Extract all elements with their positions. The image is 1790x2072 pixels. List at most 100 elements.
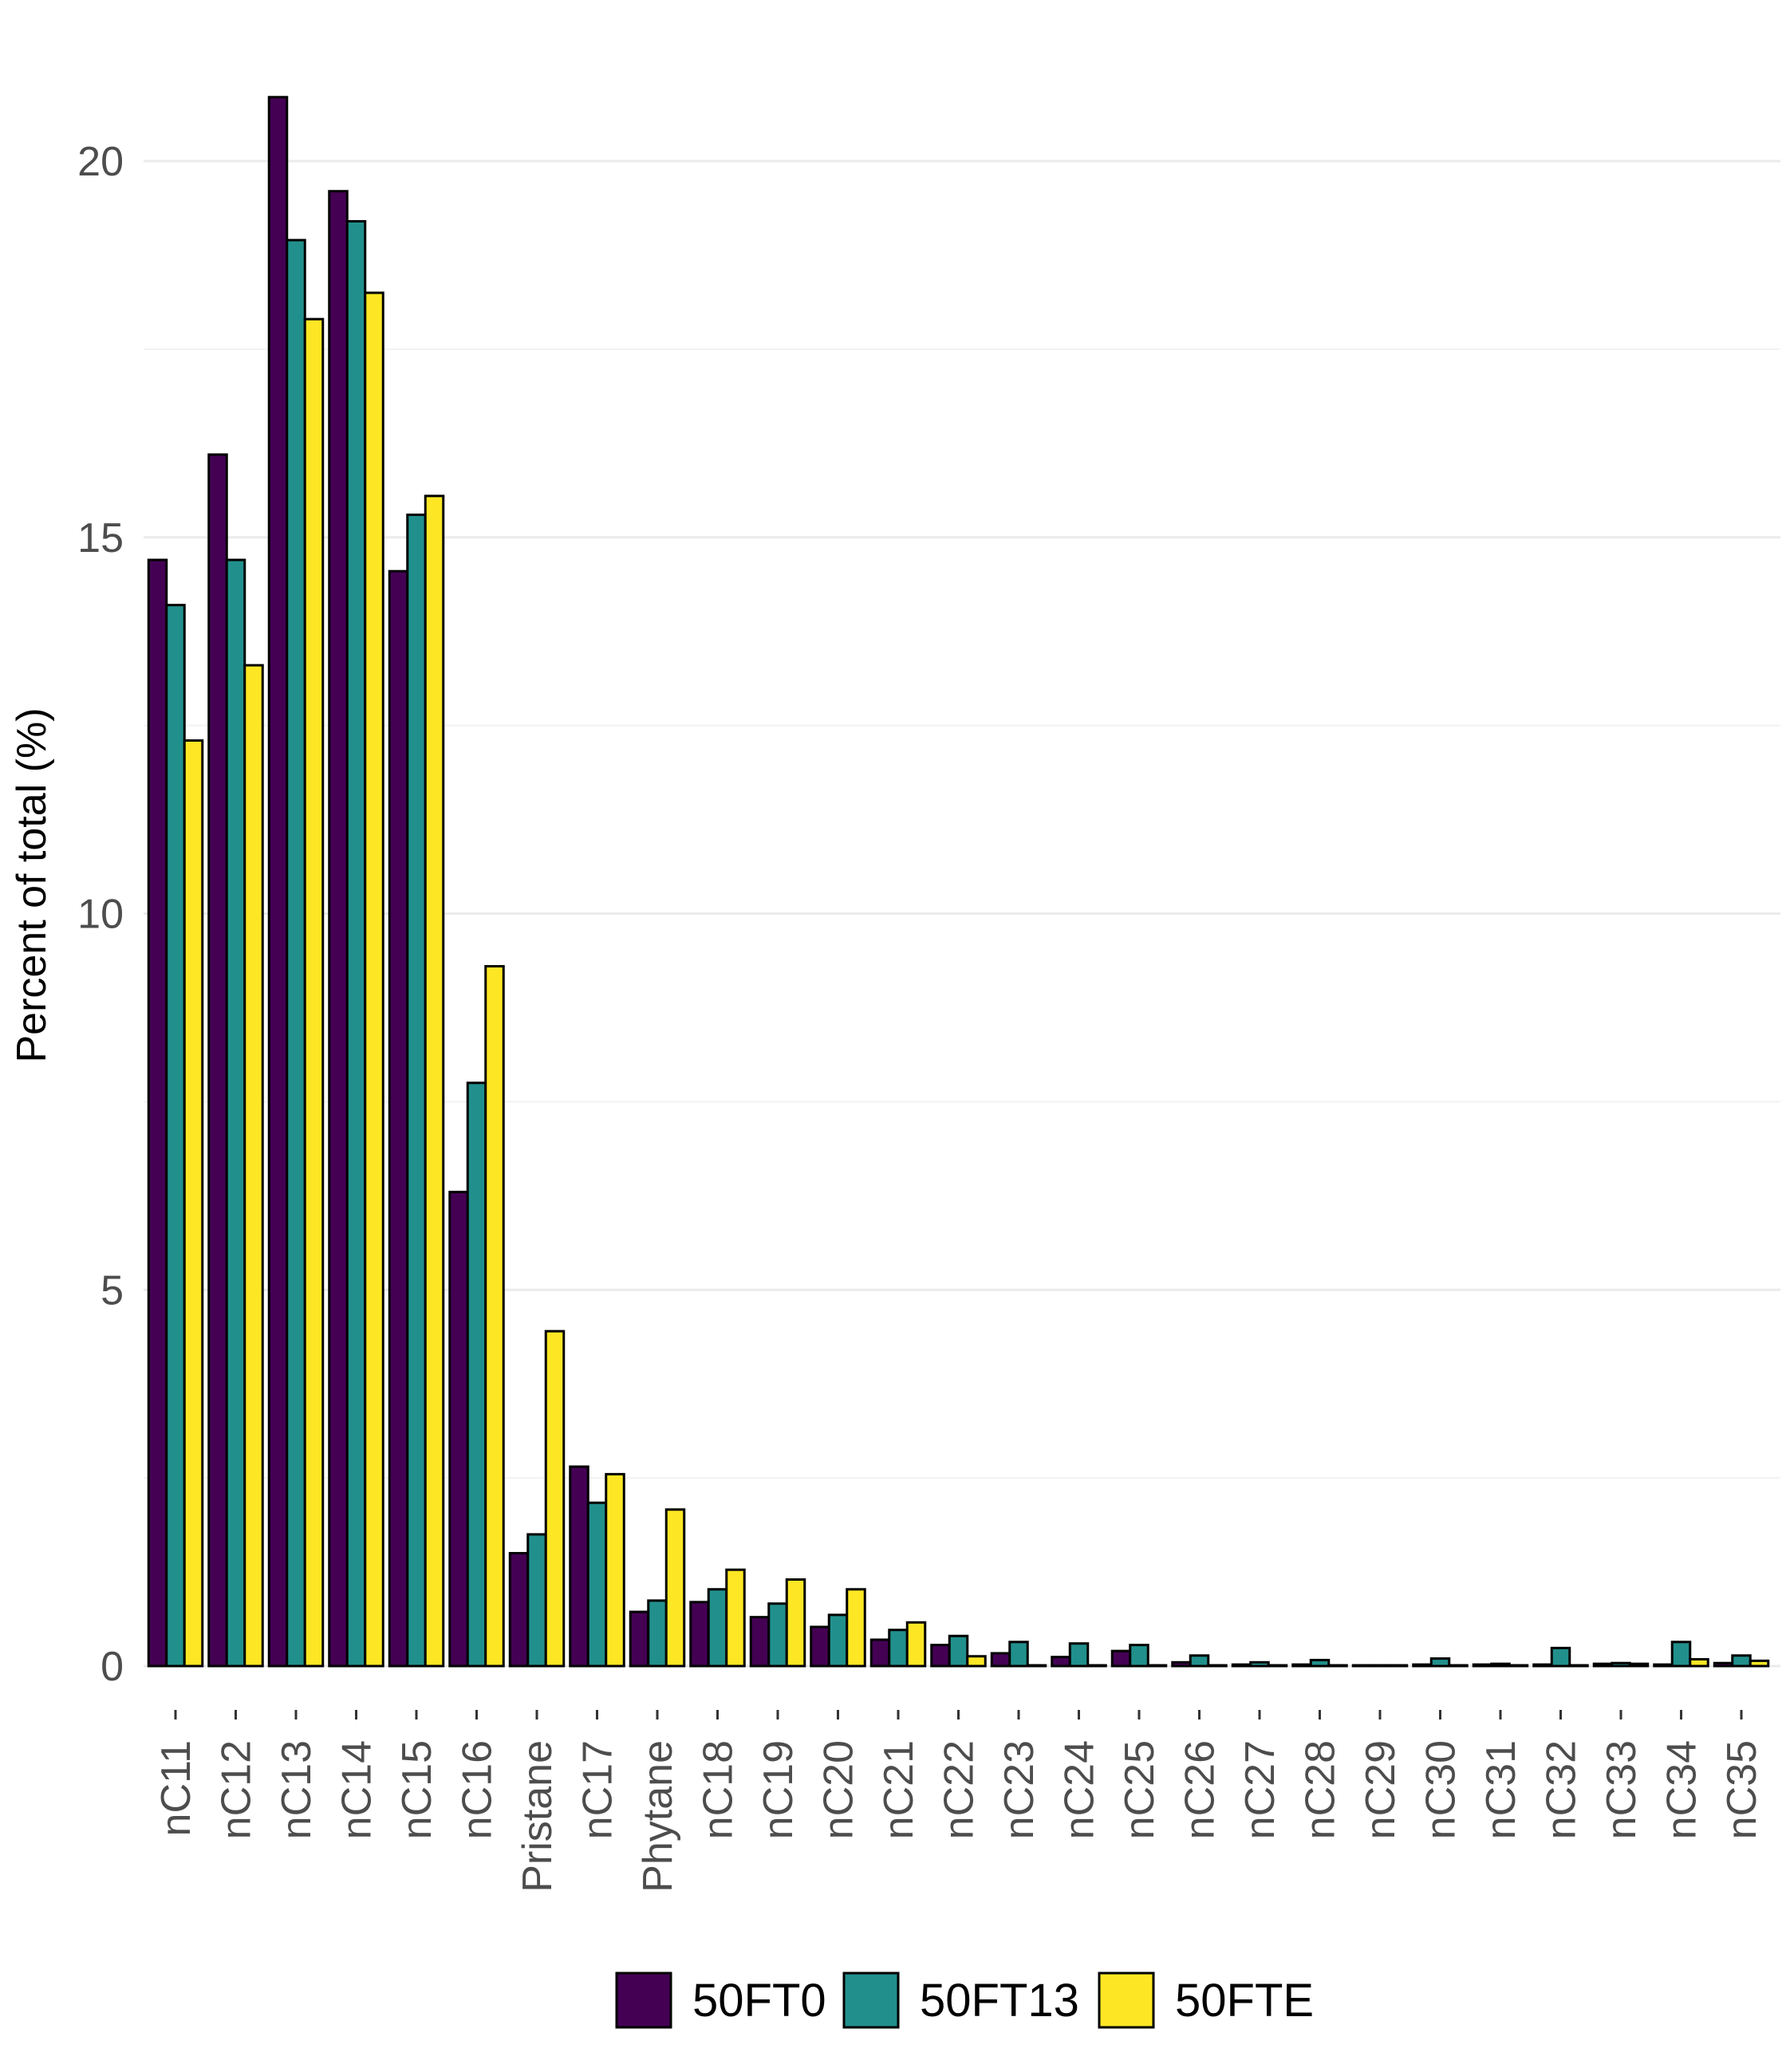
y-tick-label: 0	[101, 1644, 124, 1690]
bar-50FTE-nC23	[1026, 1664, 1047, 1668]
bar-50FT0-nC22	[930, 1644, 951, 1668]
bar-50FT13-nC20	[827, 1613, 849, 1668]
y-tick-label: 15	[77, 515, 124, 561]
x-tick-label: nC25	[1117, 1740, 1163, 1839]
x-tick-label: nC11	[153, 1740, 199, 1836]
legend-swatch-50FT13	[842, 1972, 900, 2029]
bar-50FTE-nC18	[725, 1568, 746, 1668]
x-tick-label: nC24	[1057, 1740, 1103, 1839]
bar-50FTE-nC29	[1387, 1664, 1409, 1668]
bar-50FT0-nC14	[328, 190, 349, 1668]
bar-50FT13-nC24	[1068, 1642, 1090, 1668]
x-tick-label: nC29	[1358, 1740, 1404, 1839]
x-tick-label: nC15	[394, 1740, 440, 1839]
bar-50FT0-Phytane	[629, 1610, 650, 1668]
bar-50FT0-Pristane	[508, 1551, 530, 1668]
legend-label-50FT0: 50FT0	[692, 1975, 826, 2027]
bar-50FT0-nC23	[990, 1652, 1011, 1668]
bar-50FT13-nC15	[406, 513, 427, 1668]
bar-50FTE-nC30	[1448, 1664, 1469, 1668]
x-tick-label: nC12	[214, 1740, 260, 1839]
bar-50FT13-nC30	[1429, 1657, 1451, 1668]
bar-50FT13-nC11	[165, 604, 186, 1668]
bar-50FTE-nC15	[424, 494, 445, 1668]
x-tick-label: nC26	[1177, 1740, 1224, 1839]
bar-50FT13-nC26	[1189, 1654, 1210, 1668]
legend-swatch-50FTE	[1098, 1972, 1155, 2029]
bar-50FT0-nC34	[1653, 1663, 1674, 1668]
x-tick-label: Phytane	[635, 1740, 681, 1893]
bar-50FTE-nC16	[484, 965, 505, 1668]
bar-50FT13-nC17	[586, 1501, 608, 1668]
bar-50FT0-nC29	[1351, 1664, 1373, 1668]
bar-50FT0-nC13	[267, 96, 289, 1668]
bar-50FT0-nC27	[1231, 1663, 1252, 1668]
bar-50FTE-nC33	[1628, 1662, 1650, 1668]
bars	[147, 96, 1770, 1668]
bar-50FT0-nC20	[810, 1625, 830, 1668]
x-axis: nC11 nC12 nC13 nC14 nC15 nC16 Pristane nC17 Phyt…	[153, 1710, 1765, 1893]
bar-50FT0-nC33	[1592, 1662, 1614, 1668]
bar-50FTE-nC31	[1508, 1664, 1529, 1668]
bar-50FTE-nC32	[1568, 1664, 1589, 1668]
bar-50FT13-Phytane	[647, 1599, 668, 1668]
bar-50FT13-nC16	[466, 1081, 487, 1668]
x-tick-label: nC16	[455, 1740, 501, 1839]
bar-50FT13-nC27	[1249, 1660, 1270, 1668]
bar-50FTE-nC34	[1689, 1658, 1709, 1668]
x-tick-label: nC13	[274, 1740, 320, 1839]
bar-50FTE-nC24	[1086, 1664, 1107, 1668]
bar-50FT13-nC22	[948, 1634, 969, 1668]
x-tick-label: nC14	[334, 1740, 380, 1839]
bar-50FTE-nC25	[1146, 1664, 1168, 1668]
x-tick-label: Pristane	[515, 1740, 561, 1893]
bar-50FTE-nC12	[243, 664, 264, 1668]
bar-50FT13-nC29	[1370, 1664, 1390, 1668]
bar-50FTE-nC22	[966, 1655, 987, 1668]
x-tick-label: nC32	[1539, 1740, 1585, 1839]
x-tick-label: nC23	[996, 1740, 1043, 1839]
x-tick-label: nC22	[936, 1740, 983, 1839]
y-tick-label: 5	[101, 1267, 124, 1314]
x-tick-label: nC18	[696, 1740, 742, 1839]
bar-50FT0-nC17	[569, 1465, 589, 1668]
y-axis-title: Percent of total (%)	[9, 707, 55, 1062]
bar-50FTE-nC19	[785, 1578, 806, 1668]
bar-50FT13-nC25	[1129, 1644, 1149, 1668]
bar-50FT13-nC32	[1550, 1646, 1571, 1668]
bar-50FT13-nC28	[1309, 1658, 1331, 1668]
bar-50FT0-nC25	[1110, 1649, 1132, 1668]
bar-50FT13-nC35	[1731, 1654, 1752, 1668]
x-tick-label: nC30	[1418, 1740, 1465, 1839]
bar-50FT13-nC33	[1611, 1661, 1631, 1668]
x-tick-label: nC20	[816, 1740, 862, 1839]
bar-50FTE-nC21	[905, 1621, 927, 1668]
bar-50FTE-nC17	[605, 1472, 625, 1668]
bar-50FTE-Pristane	[544, 1329, 566, 1668]
x-tick-label: nC27	[1237, 1740, 1283, 1839]
x-tick-label: nC34	[1659, 1740, 1705, 1839]
bar-50FTE-nC26	[1207, 1664, 1228, 1668]
bar-50FT0-nC21	[869, 1638, 891, 1668]
bar-50FT13-nC14	[345, 219, 367, 1668]
bar-50FTE-nC27	[1267, 1664, 1288, 1668]
bar-50FT13-Pristane	[526, 1533, 547, 1668]
bar-50FTE-Phytane	[664, 1508, 686, 1668]
bar-50FT0-nC19	[749, 1616, 771, 1668]
legend-swatch-50FT0	[615, 1972, 672, 2029]
bar-50FT13-nC21	[888, 1629, 909, 1668]
bar-50FT0-nC24	[1051, 1656, 1071, 1668]
bar-50FT13-nC31	[1490, 1662, 1511, 1668]
x-tick-label: nC17	[575, 1740, 621, 1839]
legend-label-50FT13: 50FT13	[920, 1975, 1079, 2027]
x-tick-label: nC28	[1298, 1740, 1344, 1839]
bar-50FT0-nC11	[147, 558, 168, 1668]
bar-50FT0-nC18	[689, 1601, 710, 1668]
bar-50FT0-nC12	[207, 453, 228, 1668]
x-tick-label: nC19	[755, 1740, 802, 1839]
bar-50FT13-nC13	[286, 238, 306, 1668]
bar-50FT13-nC19	[767, 1602, 788, 1668]
bar-50FT0-nC32	[1532, 1663, 1553, 1668]
bar-50FTE-nC13	[303, 317, 325, 1668]
